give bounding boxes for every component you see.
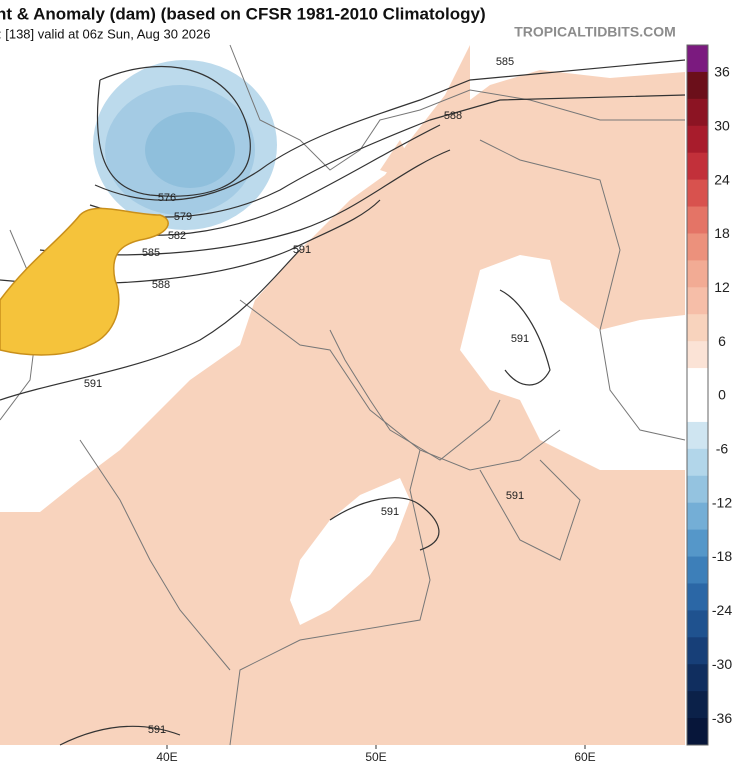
- title: nt & Anomaly (dam) (based on CFSR 1981-2…: [0, 4, 486, 23]
- border: [239, 299, 561, 471]
- colorbar-label: -24: [712, 602, 732, 618]
- colorbar-band: [687, 45, 708, 73]
- neutral-area: [470, 45, 685, 100]
- colorbar-label: 6: [718, 333, 726, 349]
- coastline: [479, 459, 581, 561]
- colorbar-label: 30: [714, 117, 730, 133]
- colorbar-band: [687, 179, 708, 208]
- colorbar-band: [687, 556, 708, 584]
- contour: [499, 289, 551, 386]
- colorbar-label: 12: [714, 279, 730, 295]
- colorbar-band: [687, 529, 708, 558]
- colorbar-band: [687, 395, 708, 423]
- longitude-label: 50E: [365, 750, 386, 764]
- contour-label: 579: [174, 211, 192, 223]
- border: [79, 439, 231, 671]
- borders: [0, 44, 686, 746]
- contour-label: 585: [496, 56, 514, 68]
- positive-anomaly-area: [380, 140, 410, 175]
- colorbar-band: [687, 718, 708, 746]
- contour-label: 585: [142, 247, 160, 259]
- neutral-area: [290, 478, 410, 625]
- colorbar-band: [687, 314, 708, 342]
- colorbar-label: 36: [714, 64, 730, 80]
- longitude-label: 60E: [574, 750, 595, 764]
- contour-label: 588: [444, 110, 462, 122]
- border: [479, 139, 686, 441]
- colorbar-band: [687, 125, 708, 154]
- colorbar-band: [687, 664, 708, 692]
- colorbar-label: 18: [714, 225, 730, 241]
- colorbar-label: 24: [714, 171, 730, 187]
- contour: [96, 66, 251, 197]
- colorbar-label: -12: [712, 494, 732, 510]
- contour-label: 582: [168, 230, 186, 242]
- contour-label: 591: [511, 333, 529, 345]
- colorbar-label: -30: [712, 656, 732, 672]
- contour: [59, 725, 181, 746]
- coastline: [329, 329, 501, 461]
- colorbar-band: [687, 502, 708, 531]
- colorbar: 36 30 24 18 12 6 0 -6 -12 -18 -24 -30 -36: [686, 44, 732, 746]
- contour-label: 591: [381, 506, 399, 518]
- contour-label: 588: [152, 279, 170, 291]
- colorbar-band: [687, 368, 708, 396]
- colorbar-band: [687, 610, 708, 638]
- colorbar-band: [687, 637, 708, 665]
- colorbar-band: [687, 691, 708, 719]
- colorbar-band: [687, 152, 708, 181]
- contour: [0, 249, 301, 401]
- neutral-area: [460, 255, 685, 470]
- contour-label: 591: [148, 724, 166, 736]
- colorbar-band: [687, 583, 708, 611]
- colorbar-band: [687, 341, 708, 369]
- colorbar-band: [687, 475, 708, 504]
- colorbar-band: [687, 206, 708, 234]
- colorbar-label: 0: [718, 387, 726, 403]
- colorbar-band: [687, 71, 708, 100]
- border: [229, 44, 685, 171]
- negative-anomaly-area: [145, 112, 235, 188]
- contour-label: 576: [158, 192, 176, 204]
- pointing-hand: [0, 207, 169, 356]
- contour: [329, 497, 440, 551]
- colorbar-label: -36: [712, 710, 732, 726]
- colorbar-band: [687, 287, 708, 315]
- contour-label: 591: [506, 490, 524, 502]
- colorbar-band: [687, 98, 708, 127]
- colorbar-band: [687, 448, 708, 477]
- subtitle: : [138] valid at 06z Sun, Aug 30 2026: [0, 26, 211, 41]
- map: [0, 44, 686, 746]
- colorbar-label: -6: [716, 441, 729, 457]
- colorbar-label: -18: [712, 548, 732, 564]
- contour-label: 591: [293, 244, 311, 256]
- colorbar-band: [687, 233, 708, 261]
- longitude-label: 40E: [156, 750, 177, 764]
- colorbar-band: [687, 260, 708, 288]
- colorbar-frame: [686, 44, 709, 746]
- contour-label: 591: [84, 378, 102, 390]
- watermark: TROPICALTIDBITS.COM: [514, 24, 676, 40]
- border: [229, 449, 431, 746]
- colorbar-band: [687, 421, 708, 450]
- contour: [94, 59, 686, 201]
